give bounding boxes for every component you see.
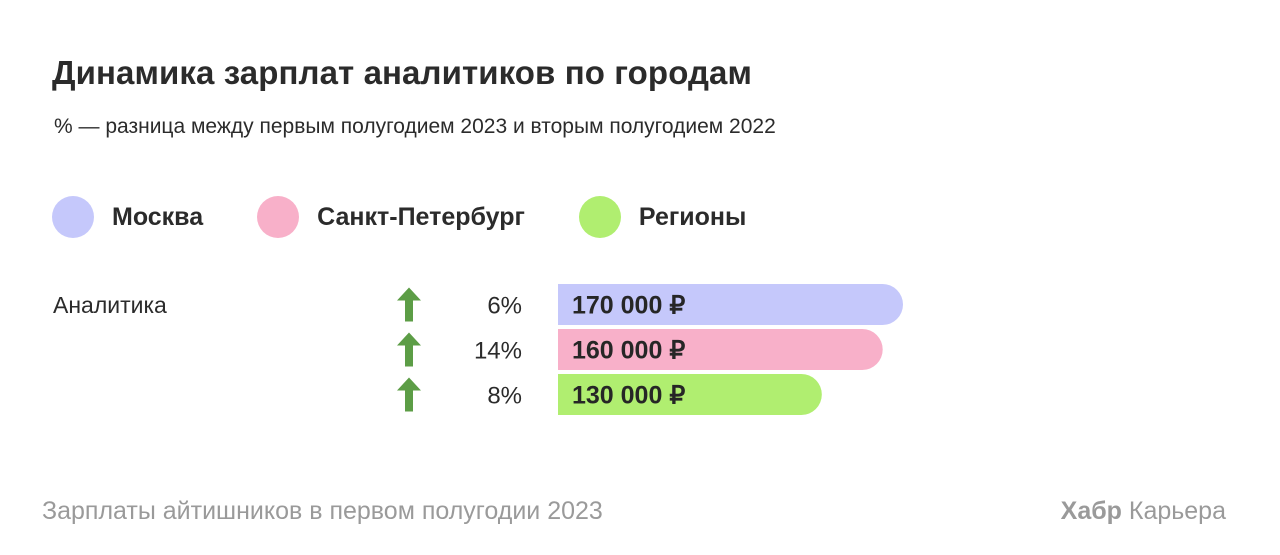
legend-item-regions: Регионы — [578, 196, 747, 238]
legend-label-regions: Регионы — [638, 202, 747, 231]
legend-swatch-regions — [578, 196, 621, 238]
footer-brand: Хабр Карьера — [1061, 497, 1226, 526]
brand-name-bold: Хабр — [1060, 497, 1122, 525]
arrow-up-icon-moscow — [397, 287, 421, 322]
bar-regions — [558, 374, 822, 415]
arrow-up-icon-spb — [397, 332, 421, 367]
bar-spb — [558, 329, 883, 370]
legend-swatch-moscow — [52, 196, 94, 238]
legend-item-spb: Санкт-Петербург — [257, 196, 525, 238]
category-label: Аналитика — [53, 292, 167, 318]
value-label-spb: 160 000 ₽ — [572, 337, 685, 365]
change-label-regions: 8% — [487, 383, 522, 410]
chart-subtitle: % — разница между первым полугодием 2023… — [54, 115, 776, 138]
bar-moscow — [558, 284, 903, 325]
value-label-regions: 130 000 ₽ — [572, 382, 685, 410]
legend-swatch-spb — [257, 196, 300, 238]
footer-source: Зарплаты айтишников в первом полугодии 2… — [42, 497, 603, 525]
legend-label-moscow: Москва — [112, 202, 204, 231]
arrow-up-icon-regions — [397, 377, 421, 412]
legend-item-moscow: Москва — [52, 196, 203, 238]
change-label-moscow: 6% — [487, 293, 522, 320]
chart-title: Динамика зарплат аналитиков по городам — [52, 54, 753, 91]
legend: Москва Санкт-Петербург Регионы — [52, 196, 800, 238]
legend-label-spb: Санкт-Петербург — [317, 202, 525, 231]
value-label-moscow: 170 000 ₽ — [572, 292, 685, 320]
change-label-spb: 14% — [474, 338, 522, 365]
brand-name-rest: Карьера — [1121, 497, 1226, 525]
